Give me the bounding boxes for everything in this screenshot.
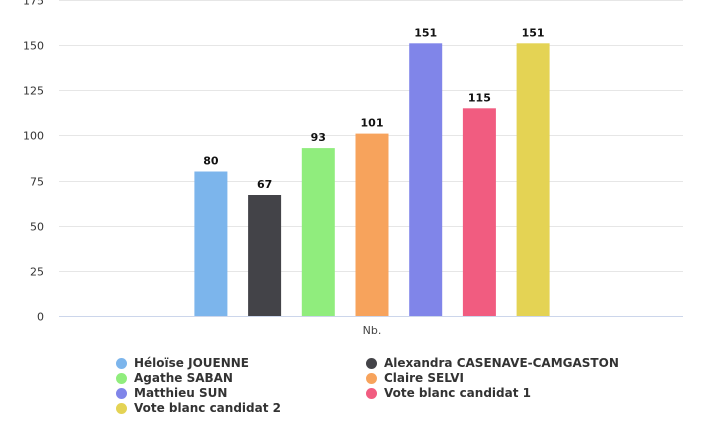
legend-marker: [366, 357, 377, 369]
x-tick-label: Nb.: [363, 324, 382, 337]
data-label: 101: [361, 117, 384, 130]
data-label: 93: [311, 131, 326, 144]
legend-label: Vote blanc candidat 1: [384, 386, 531, 400]
legend-marker: [116, 387, 127, 399]
legend-marker: [366, 387, 377, 399]
legend-label: Vote blanc candidat 2: [134, 401, 281, 415]
legend-label: Claire SELVI: [384, 371, 464, 385]
bar[interactable]: [409, 43, 443, 317]
legend-label: Matthieu SUN: [134, 386, 228, 400]
bar[interactable]: [194, 171, 228, 317]
legend-item[interactable]: Matthieu SUN: [116, 386, 227, 400]
data-label: 67: [257, 178, 272, 191]
legend-item[interactable]: Héloïse JOUENNE: [116, 356, 249, 370]
legend-marker: [116, 357, 127, 369]
legend-marker: [116, 372, 127, 384]
y-tick-label: 50: [30, 221, 44, 234]
bar[interactable]: [462, 108, 496, 316]
y-tick-label: 150: [23, 40, 44, 53]
y-tick-label: 0: [37, 311, 44, 324]
legend-item[interactable]: Alexandra CASENAVE-CAMGASTON: [366, 356, 619, 370]
bar[interactable]: [516, 43, 550, 317]
bar[interactable]: [355, 133, 389, 316]
bar[interactable]: [301, 148, 335, 316]
data-label: 115: [468, 91, 491, 104]
legend-item[interactable]: Agathe SABAN: [116, 371, 233, 385]
y-tick-label: 25: [30, 266, 44, 279]
legend-marker: [116, 402, 127, 414]
legend-marker: [366, 372, 377, 384]
y-tick-label: 175: [23, 0, 44, 8]
data-label: 151: [414, 26, 437, 39]
y-tick-label: 125: [23, 85, 44, 98]
data-label: 151: [522, 26, 545, 39]
y-tick-label: 75: [30, 176, 44, 189]
bar[interactable]: [248, 195, 282, 316]
y-tick-label: 100: [23, 130, 44, 143]
legend-label: Agathe SABAN: [134, 371, 233, 385]
legend-item[interactable]: Vote blanc candidat 2: [116, 401, 281, 415]
legend-item[interactable]: Vote blanc candidat 1: [366, 386, 531, 400]
legend-label: Héloïse JOUENNE: [134, 356, 250, 370]
legend-label: Alexandra CASENAVE-CAMGASTON: [384, 356, 619, 370]
legend-item[interactable]: Claire SELVI: [366, 371, 464, 385]
data-label: 80: [203, 155, 219, 168]
